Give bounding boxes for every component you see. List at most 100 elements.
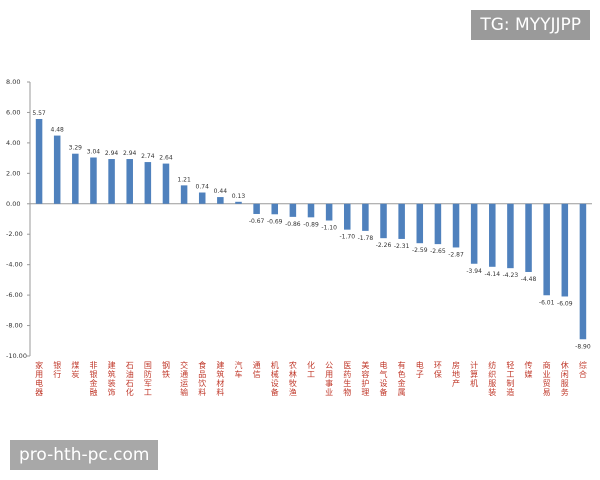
category-label: 电气设备 [380,360,388,397]
bar [126,159,133,204]
data-label: -2.31 [394,243,410,250]
category-label: 有色金属 [398,360,406,397]
data-label: -2.26 [376,242,392,249]
y-tick-label: -6.00 [6,291,23,299]
category-label: 通信 [253,360,261,379]
category-label: 建筑材料 [216,360,224,397]
data-label: 5.57 [32,110,46,117]
data-label: 3.04 [87,149,101,156]
data-label: -0.86 [285,221,301,228]
category-label: 化工 [307,360,315,379]
watermark-top: TG: MYYJJPP [471,10,590,40]
y-tick-label: 6.00 [6,108,20,116]
bar [90,157,97,204]
data-label: -1.10 [321,225,337,232]
data-label: -3.94 [466,268,482,275]
category-label: 公用事业 [325,361,333,397]
category-label: 家用电器 [35,360,43,397]
category-label: 环保 [434,361,442,379]
data-label: 3.29 [69,145,83,152]
category-label: 非银金融 [89,360,97,397]
data-label: -2.87 [448,251,464,258]
category-label: 医药生物 [343,361,351,397]
bar [416,203,424,244]
bar [72,153,79,204]
data-label: 1.21 [177,176,191,183]
data-label: 2.74 [141,153,155,160]
bar [452,203,460,248]
category-label: 电子 [416,360,424,379]
data-label: -4.14 [485,271,501,278]
bar [53,135,61,204]
data-label: -4.48 [521,276,537,283]
bar [489,203,496,267]
bar [235,201,242,204]
category-label: 钢铁 [162,360,170,379]
category-label: 计算机 [470,360,478,388]
data-label: -0.69 [267,218,283,225]
category-label: 国防军工 [144,361,152,397]
data-label: -8.90 [575,343,591,350]
data-label: -2.65 [430,248,446,255]
data-label: 0.74 [196,184,210,191]
bar [289,203,297,217]
y-tick-label: 2.00 [6,169,20,177]
data-label: -4.23 [503,272,519,279]
y-tick-label: 4.00 [6,139,20,147]
data-label: -6.09 [557,300,573,307]
category-label: 农林牧渔 [289,360,297,397]
bar [307,203,315,218]
data-label: 0.13 [232,193,246,200]
category-label: 银行 [53,360,61,379]
category-label: 食品饮料 [198,360,206,397]
data-label: -6.01 [539,299,555,306]
y-tick-label: -10.00 [6,352,27,360]
bar [543,203,550,296]
y-tick-label: -4.00 [6,261,23,269]
bar [507,203,514,269]
data-label: 2.64 [159,155,173,162]
bar [470,203,478,264]
data-label: -1.78 [358,235,374,242]
data-label: 0.44 [214,188,228,195]
category-label: 综合 [579,360,587,379]
bar [398,203,405,239]
data-label: -2.59 [412,247,428,254]
category-label: 轻工制造 [506,360,514,397]
data-label: 2.94 [123,150,137,157]
bar [325,203,333,221]
bar [108,159,115,204]
data-labels: 5.57 4.48 3.29 3.04 2.94 2.94 2.74 2.64 1.21 0.74… [32,110,590,350]
y-tick-label: 8.00 [6,78,20,86]
bar [162,163,170,204]
category-label: 煤炭 [71,360,79,379]
bar [343,203,351,230]
category-label: 交通运输 [180,360,188,397]
data-label: 4.48 [51,127,65,134]
bar [144,162,152,204]
category-label: 石油石化 [126,361,134,397]
bar [253,203,260,214]
category-label: 美容护理 [361,360,369,397]
data-label: -0.89 [303,221,319,228]
bar [35,118,43,204]
data-label: 2.94 [105,150,119,157]
category-label: 机械设备 [271,360,279,397]
data-label: -1.70 [339,234,355,241]
bar [525,203,532,272]
bar [561,203,569,297]
category-label: 建筑装饰 [108,360,116,397]
y-axis: 8.00 6.00 4.00 2.00 0.00 -2.00 -4.00 -6.00 -8.00… [6,78,592,360]
bar [380,203,387,239]
bar [180,185,188,204]
category-label: 传媒 [525,360,533,379]
y-tick-label: -8.00 [6,322,23,330]
y-tick-label: 0.00 [6,200,20,208]
category-label: 房地产 [452,360,460,388]
watermark-bottom: pro-hth-pc.com [10,440,159,470]
bar [362,203,369,231]
category-label: 纺织服装 [488,360,496,397]
bar [198,192,206,204]
